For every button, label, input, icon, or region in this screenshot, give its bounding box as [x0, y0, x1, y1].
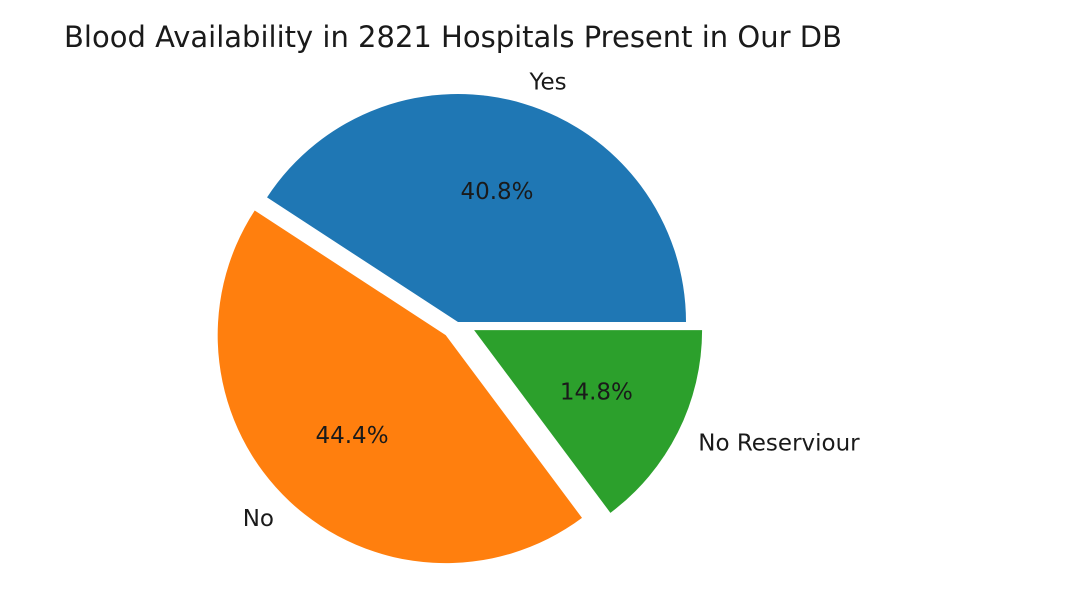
pie-pct-label: 44.4% — [315, 423, 388, 449]
chart-title: Blood Availability in 2821 Hospitals Pre… — [64, 20, 842, 54]
pie-slices: 40.8% Yes 44.4% No 14.8% No Reserviour — [217, 70, 860, 564]
pie-slice-label: Yes — [528, 70, 566, 96]
pie-slice-no — [217, 210, 583, 564]
pie-pct-label: 14.8% — [560, 379, 633, 405]
pie-pct-label: 40.8% — [460, 179, 533, 205]
pie-slice-no-reserviour — [474, 330, 703, 513]
pie-slice-label: No Reserviour — [698, 431, 860, 457]
pie-slice-yes — [267, 94, 686, 322]
pie-slice-label: No — [243, 506, 274, 532]
